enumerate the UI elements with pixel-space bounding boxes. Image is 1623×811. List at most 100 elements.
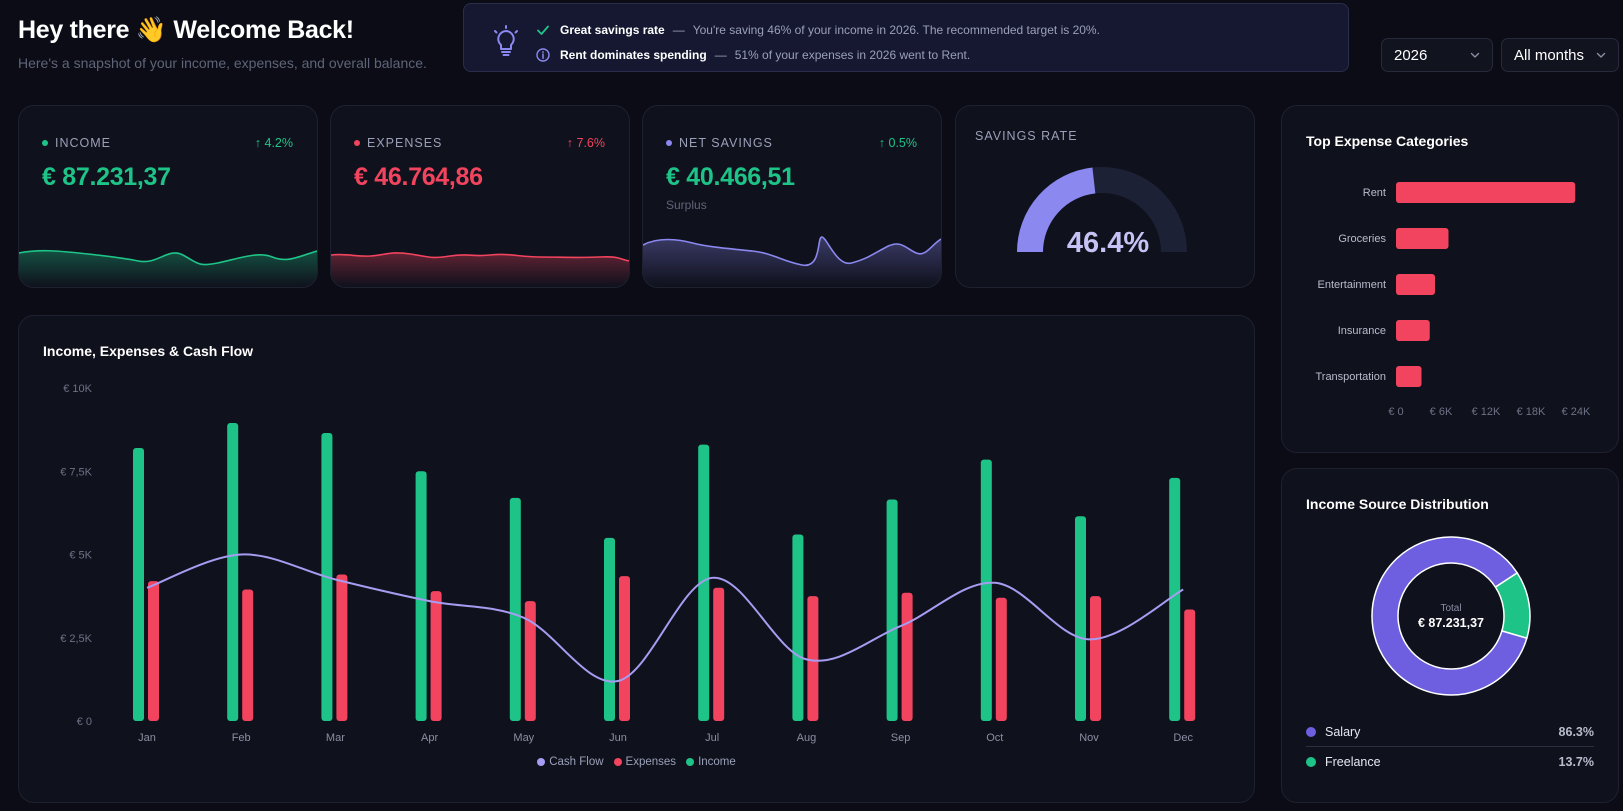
donut-center-label: Total <box>1440 603 1461 614</box>
income-value: € 87.231,37 <box>42 163 171 191</box>
x-tick-label: Apr <box>421 732 438 744</box>
income-bar <box>1169 477 1181 721</box>
income-bar <box>133 447 144 721</box>
x-tick-label: Sep <box>891 732 911 744</box>
expenses-bar <box>995 597 1007 721</box>
net-savings-dot <box>666 140 672 146</box>
cashflow-chart-title: Income, Expenses & Cash Flow <box>43 343 254 359</box>
period-select-value: All months <box>1514 46 1585 64</box>
x-tick-label: Jul <box>705 732 719 744</box>
salary-label: Salary <box>1325 725 1361 739</box>
period-select[interactable]: All months <box>1501 38 1619 72</box>
income-donut-chart: Total € 87.231,37 <box>1371 536 1531 696</box>
legend-expenses-dot <box>613 758 622 766</box>
expense-category-bar <box>1396 274 1435 295</box>
salary-segment <box>1371 536 1528 696</box>
expense-category-label: Transportation <box>1315 371 1386 383</box>
expenses-dot <box>354 140 360 146</box>
x-tick-label: Feb <box>232 732 251 744</box>
top-expenses-title: Top Expense Categories <box>1306 133 1469 149</box>
net-savings-card: NET SAVINGS ↑ 0.5% € 40.466,51 Surplus <box>642 105 942 288</box>
y-tick-label: € 7,5K <box>60 466 92 478</box>
insight-title: Rent dominates spending <box>560 48 707 62</box>
salary-pct: 86.3% <box>1558 725 1594 739</box>
x-tick-label: Jan <box>138 732 156 744</box>
income-source-salary: Salary 86.3% <box>1306 725 1594 739</box>
income-sparkline <box>19 249 317 287</box>
welcome-header: Hey there 👋 Welcome Back! Here's a snaps… <box>18 16 427 71</box>
cashflow-line <box>146 553 1184 683</box>
donut-center-value: € 87.231,37 <box>1418 616 1484 630</box>
expense-category-label: Entertainment <box>1318 279 1386 291</box>
expense-category-bar <box>1396 366 1422 387</box>
y-tick-label: € 0 <box>77 716 92 728</box>
insight-text: 51% of your expenses in 2026 went to Ren… <box>734 48 971 62</box>
expenses-bar <box>242 589 254 721</box>
income-bar <box>698 444 710 721</box>
income-bar <box>415 471 427 721</box>
expenses-bar <box>430 591 442 721</box>
insight-title: Great savings rate <box>560 23 665 37</box>
year-select-value: 2026 <box>1394 46 1428 64</box>
insight-savings-rate: Great savings rate — You're saving 46% o… <box>536 23 1100 37</box>
income-bar <box>227 422 239 721</box>
net-savings-label-text: NET SAVINGS <box>679 136 773 150</box>
page-subtitle: Here's a snapshot of your income, expens… <box>18 55 427 71</box>
freelance-pct: 13.7% <box>1558 755 1594 769</box>
net-savings-trend: ↑ 0.5% <box>878 136 917 150</box>
legend-cashflow-dot <box>537 758 546 766</box>
expenses-label-text: EXPENSES <box>367 136 443 150</box>
x-tick-label: € 24K <box>1562 406 1591 418</box>
cashflow-chart: € 0 € 2,5K € 5K € 7,5K € 10K Jan Feb Mar Apr May J… <box>60 383 1196 744</box>
chevron-down-icon <box>1470 52 1480 58</box>
freelance-label: Freelance <box>1325 755 1381 769</box>
income-label-text: INCOME <box>55 136 111 150</box>
legend-income: Income <box>686 756 736 768</box>
income-bar <box>1075 516 1086 721</box>
expenses-bar <box>713 587 725 721</box>
check-icon <box>536 23 550 37</box>
expenses-sparkline <box>331 252 629 287</box>
chevron-down-icon <box>1596 52 1606 58</box>
income-bar <box>886 499 898 721</box>
expenses-bar <box>524 601 536 721</box>
expenses-label: EXPENSES <box>354 136 442 150</box>
net-savings-label: NET SAVINGS <box>666 136 773 150</box>
expenses-bar <box>619 576 630 721</box>
x-tick-label: € 6K <box>1430 406 1453 418</box>
expenses-bar <box>1184 609 1196 721</box>
freelance-segment <box>1494 571 1531 640</box>
info-icon <box>536 48 550 62</box>
year-select[interactable]: 2026 <box>1381 38 1493 72</box>
insight-text: You're saving 46% of your income in 2026… <box>692 23 1100 37</box>
y-tick-label: € 5K <box>69 550 92 562</box>
expense-category-label: Groceries <box>1338 233 1386 245</box>
expenses-trend: ↑ 7.6% <box>566 136 605 150</box>
expense-category-bar <box>1396 320 1430 341</box>
top-expenses-chart: Rent Groceries Entertainment Insurance Trans… <box>1315 182 1591 418</box>
y-tick-label: € 2,5K <box>60 633 92 645</box>
income-source-freelance: Freelance 13.7% <box>1306 755 1594 769</box>
x-tick-label: Oct <box>986 732 1003 744</box>
page-title: Hey there 👋 Welcome Back! <box>18 16 354 44</box>
expense-category-label: Insurance <box>1338 325 1386 337</box>
freelance-name: Freelance <box>1306 755 1381 769</box>
freelance-swatch <box>1306 757 1316 767</box>
x-tick-label: May <box>513 732 534 744</box>
expenses-bar <box>148 581 159 721</box>
insight-rent-spending: Rent dominates spending — 51% of your ex… <box>536 48 1100 62</box>
y-tick-label: € 10K <box>63 383 92 395</box>
income-bar <box>604 537 615 721</box>
legend-income-dot <box>686 758 695 766</box>
cashflow-chart-card: Income, Expenses & Cash Flow € 0 € 2,5K € … <box>18 315 1255 803</box>
expenses-bar <box>901 592 913 721</box>
insight-dash: — <box>714 48 727 62</box>
x-tick-label: Aug <box>797 732 817 744</box>
expenses-value: € 46.764,86 <box>354 163 483 191</box>
income-trend: ↑ 4.2% <box>254 136 293 150</box>
insight-dash: — <box>672 23 685 37</box>
savings-rate-gauge <box>1017 167 1187 253</box>
legend-cashflow-label: Cash Flow <box>549 756 604 768</box>
expenses-bar <box>1090 596 1101 721</box>
income-label: INCOME <box>42 136 111 150</box>
